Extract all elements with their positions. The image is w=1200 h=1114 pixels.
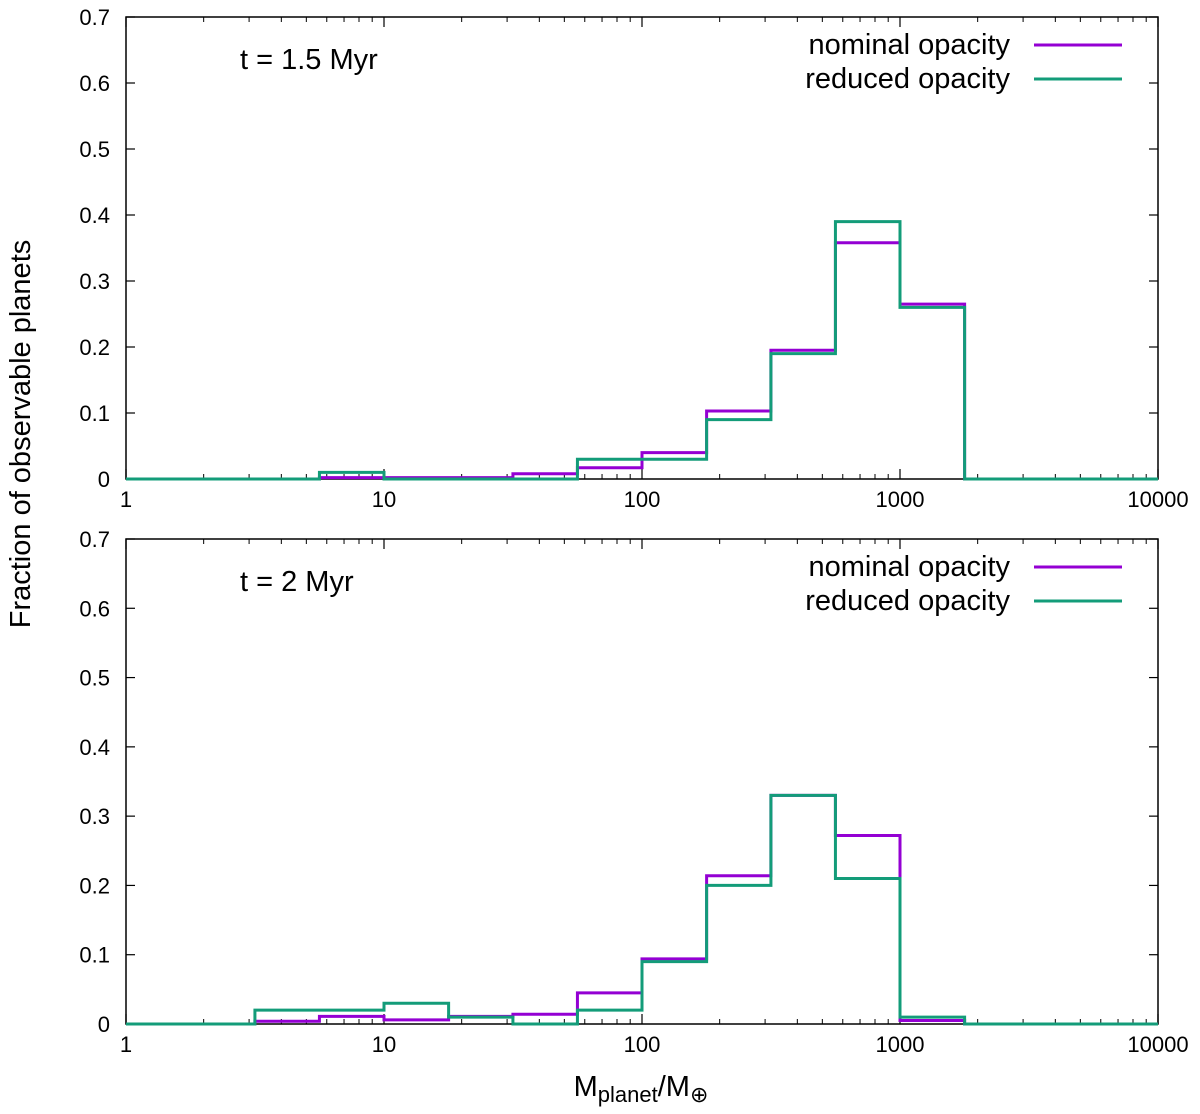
y-tick-label: 0.3 — [79, 269, 110, 294]
y-tick-label: 0.6 — [79, 596, 110, 621]
x-tick-label: 10 — [372, 1032, 396, 1057]
x-axis-title-sub1: planet — [598, 1082, 658, 1107]
x-axis-title: Mplanet/M⊕ — [574, 1071, 709, 1107]
x-tick-label: 10 — [372, 487, 396, 512]
x-tick-label: 1000 — [876, 487, 925, 512]
y-tick-label: 0.7 — [79, 5, 110, 30]
series-reduced-opacity — [126, 793, 1158, 1026]
y-tick-label: 0.7 — [79, 527, 110, 552]
panel-label: t = 1.5 Myr — [240, 44, 378, 76]
legend-label-reduced-opacity: reduced opacity — [805, 585, 1010, 617]
y-tick-label: 0.5 — [79, 666, 110, 691]
x-tick-label: 100 — [624, 487, 661, 512]
panel-1: 0 0.1 0.2 0.3 0.4 0.5 0.6 0.7 1 10 100 1000 10000 t =… — [79, 5, 1188, 512]
legend-label-nominal-opacity: nominal opacity — [809, 29, 1011, 61]
legend-label-reduced-opacity: reduced opacity — [805, 63, 1010, 95]
x-tick-label: 100 — [624, 1032, 661, 1057]
y-tick-label: 0.4 — [79, 735, 110, 760]
panel-label: t = 2 Myr — [240, 566, 354, 598]
y-tick-label: 0.2 — [79, 335, 110, 360]
y-tick-label: 0.1 — [79, 943, 110, 968]
y-tick-label: 0.6 — [79, 71, 110, 96]
y-tick-label: 0.4 — [79, 203, 110, 228]
y-axis-title: Fraction of observable planets — [5, 240, 37, 629]
y-tick-label: 0.1 — [79, 401, 110, 426]
x-tick-label: 10000 — [1127, 1032, 1188, 1057]
series-nominal-opacity — [126, 241, 1158, 481]
x-tick-label: 1 — [120, 487, 132, 512]
legend-label-nominal-opacity: nominal opacity — [809, 551, 1011, 583]
x-axis-title-mid: /M — [658, 1071, 690, 1103]
y-tick-label: 0 — [98, 1012, 110, 1037]
y-tick-label: 0.5 — [79, 137, 110, 162]
x-axis-title-sub2: ⊕ — [690, 1082, 708, 1107]
y-tick-label: 0.2 — [79, 873, 110, 898]
panel-2: 0 0.1 0.2 0.3 0.4 0.5 0.6 0.7 1 10 100 1000 10000 t =… — [79, 527, 1188, 1057]
y-tick-label: 0.3 — [79, 804, 110, 829]
series-reduced-opacity — [126, 220, 1158, 481]
x-tick-label: 1 — [120, 1032, 132, 1057]
x-tick-label: 1000 — [876, 1032, 925, 1057]
y-tick-label: 0 — [98, 467, 110, 492]
x-axis-title-main: M — [574, 1071, 598, 1103]
x-tick-label: 10000 — [1127, 487, 1188, 512]
